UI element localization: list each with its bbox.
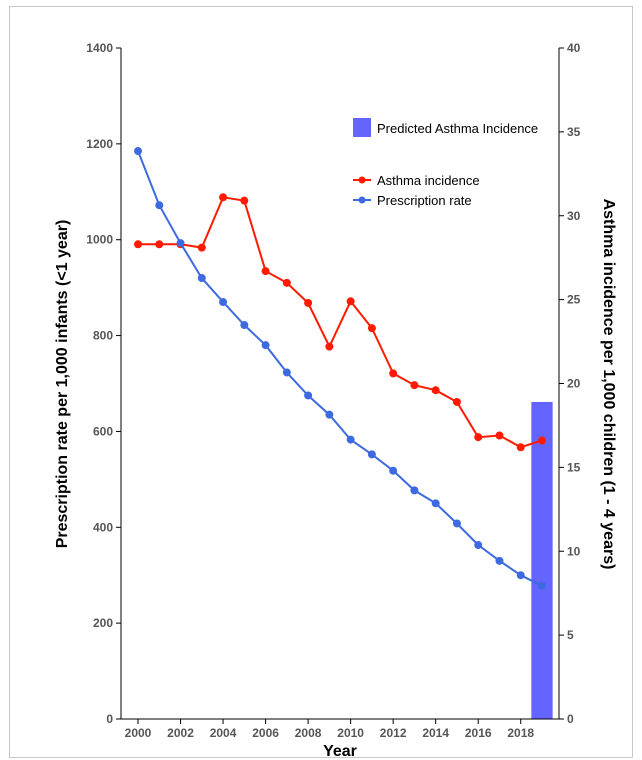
ticks-layer: 0 200 400 600 800 1000 1200 1400 0 5 10 15 20 25 30 35 4… [86,41,580,740]
y-right-tick-label: 5 [567,628,574,642]
point-asthma-incidence [410,381,419,390]
legend-label-predicted: Predicted Asthma Incidence [377,121,538,136]
axes-layer [120,48,560,720]
series-line-asthma-incidence [138,196,543,449]
point-prescription-rate [346,435,355,444]
point-asthma-incidence [219,193,228,202]
chart-frame [9,6,633,758]
y-left-tick-label: 1000 [86,233,113,247]
point-prescription-rate [282,368,291,377]
point-asthma-incidence [452,397,461,406]
point-asthma-incidence [431,386,440,395]
point-asthma-incidence [155,240,164,249]
y-left-tick-label: 200 [93,616,113,630]
point-asthma-incidence [325,342,334,351]
x-tick-label: 2000 [125,726,152,740]
y-right-tick-label: 20 [567,377,581,391]
x-tick-label: 2010 [337,726,364,740]
point-prescription-rate [197,274,206,283]
point-asthma-incidence [261,267,270,276]
point-prescription-rate [410,486,419,495]
point-asthma-incidence [537,436,546,445]
legend-marker-asthma [358,176,366,184]
point-asthma-incidence [282,278,291,287]
y-right-tick-label: 30 [567,209,581,223]
point-prescription-rate [367,450,376,459]
point-asthma-incidence [474,433,483,442]
point-prescription-rate [452,519,461,528]
legend: Predicted Asthma Incidence Asthma incide… [353,118,538,208]
point-prescription-rate [474,541,483,550]
point-prescription-rate [155,201,164,210]
left-axis-title: Prescription rate per 1,000 infants (<1 … [54,220,71,549]
legend-marker-prescription [358,196,366,204]
y-left-tick-label: 1400 [86,41,113,55]
point-asthma-incidence [134,240,143,249]
point-prescription-rate [516,571,525,580]
y-left-tick-label: 400 [93,520,113,534]
point-asthma-incidence [346,297,355,306]
legend-swatch-predicted [353,118,371,137]
bar-predicted-asthma-incidence [531,401,553,719]
x-tick-label: 2018 [507,726,534,740]
point-asthma-incidence [516,443,525,452]
y-left-tick-label: 600 [93,424,113,438]
series-layer [134,147,546,590]
x-tick-label: 2004 [210,726,237,740]
y-right-tick-label: 15 [567,460,581,474]
point-prescription-rate [261,341,270,350]
point-prescription-rate [304,391,313,400]
series-line-prescription-rate [137,150,543,587]
x-tick-label: 2006 [252,726,279,740]
right-axis-title: Asthma incidence per 1,000 children (1 -… [600,199,617,570]
legend-label-asthma: Asthma incidence [377,173,480,188]
y-right-tick-label: 0 [567,712,574,726]
point-asthma-incidence [240,196,249,205]
y-left-tick-label: 0 [106,712,113,726]
point-asthma-incidence [367,324,376,333]
y-left-tick-label: 800 [93,329,113,343]
point-asthma-incidence [389,369,398,378]
y-right-tick-label: 10 [567,544,581,558]
point-prescription-rate [240,321,249,330]
point-prescription-rate [134,147,143,156]
x-tick-label: 2002 [167,726,194,740]
y-left-tick-label: 1200 [86,137,113,151]
point-asthma-incidence [197,243,206,252]
point-prescription-rate [176,239,185,248]
x-axis-title: Year [323,743,357,760]
point-prescription-rate [219,298,228,307]
x-tick-label: 2014 [422,726,449,740]
y-right-tick-label: 35 [567,125,581,139]
x-tick-label: 2012 [380,726,407,740]
point-prescription-rate [389,466,398,475]
point-prescription-rate [495,556,504,565]
point-prescription-rate [537,581,546,590]
point-asthma-incidence [495,431,504,440]
bars-layer [531,401,553,719]
x-tick-label: 2016 [465,726,492,740]
point-asthma-incidence [304,298,313,307]
x-tick-label: 2008 [295,726,322,740]
y-right-tick-label: 25 [567,293,581,307]
point-prescription-rate [325,410,334,419]
y-right-tick-label: 40 [567,41,581,55]
point-prescription-rate [431,499,440,508]
legend-label-prescription: Prescription rate [377,193,472,208]
